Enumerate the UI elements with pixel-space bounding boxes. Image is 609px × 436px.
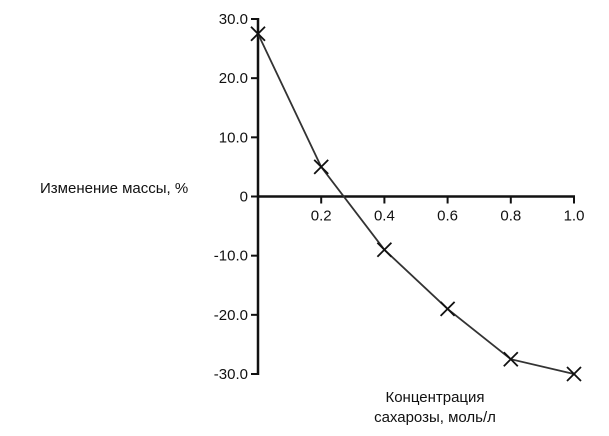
data-point-marker bbox=[439, 301, 456, 317]
x-tick-label: 0.8 bbox=[500, 208, 521, 225]
data-point-marker bbox=[313, 159, 329, 175]
series-line bbox=[257, 33, 575, 375]
y-tick-label: 20.0 bbox=[219, 70, 248, 87]
marker-stroke bbox=[313, 159, 329, 175]
marker-stroke bbox=[250, 26, 266, 42]
y-axis-label: Изменение массы, % bbox=[40, 180, 189, 197]
series-polyline bbox=[257, 33, 575, 375]
x-tick-label: 0.4 bbox=[374, 208, 395, 225]
y-tick-label: 10.0 bbox=[219, 129, 248, 146]
x-axis-label: Концентрация сахарозы, моль/л bbox=[360, 388, 510, 428]
data-point-marker bbox=[503, 351, 519, 367]
axes bbox=[256, 18, 575, 375]
marker-stroke bbox=[503, 351, 519, 367]
x-axis-label-line-2: сахарозы, моль/л bbox=[374, 409, 496, 426]
marker-stroke bbox=[439, 301, 456, 317]
ticks: 30.0 20.0 10.0 0 -10.0 -20.0 -30.0 0.2 0.4 0.6 0.8… bbox=[214, 11, 585, 383]
x-tick-label: 1.0 bbox=[564, 208, 585, 225]
y-tick-label: -10.0 bbox=[214, 248, 248, 265]
x-axis-label-line-1: Концентрация bbox=[385, 389, 485, 406]
marker-stroke bbox=[566, 366, 582, 382]
y-tick-label: 0 bbox=[240, 189, 248, 206]
x-tick-label: 0.2 bbox=[311, 208, 332, 225]
data-point-marker bbox=[250, 26, 266, 42]
data-point-marker bbox=[566, 366, 582, 382]
data-point-marker bbox=[376, 242, 393, 258]
x-tick-label: 0.6 bbox=[437, 208, 458, 225]
y-tick-label: -20.0 bbox=[214, 307, 248, 324]
markers bbox=[250, 26, 582, 382]
y-tick-label: -30.0 bbox=[214, 366, 248, 383]
y-tick-label: 30.0 bbox=[219, 11, 248, 28]
marker-stroke bbox=[376, 242, 393, 258]
